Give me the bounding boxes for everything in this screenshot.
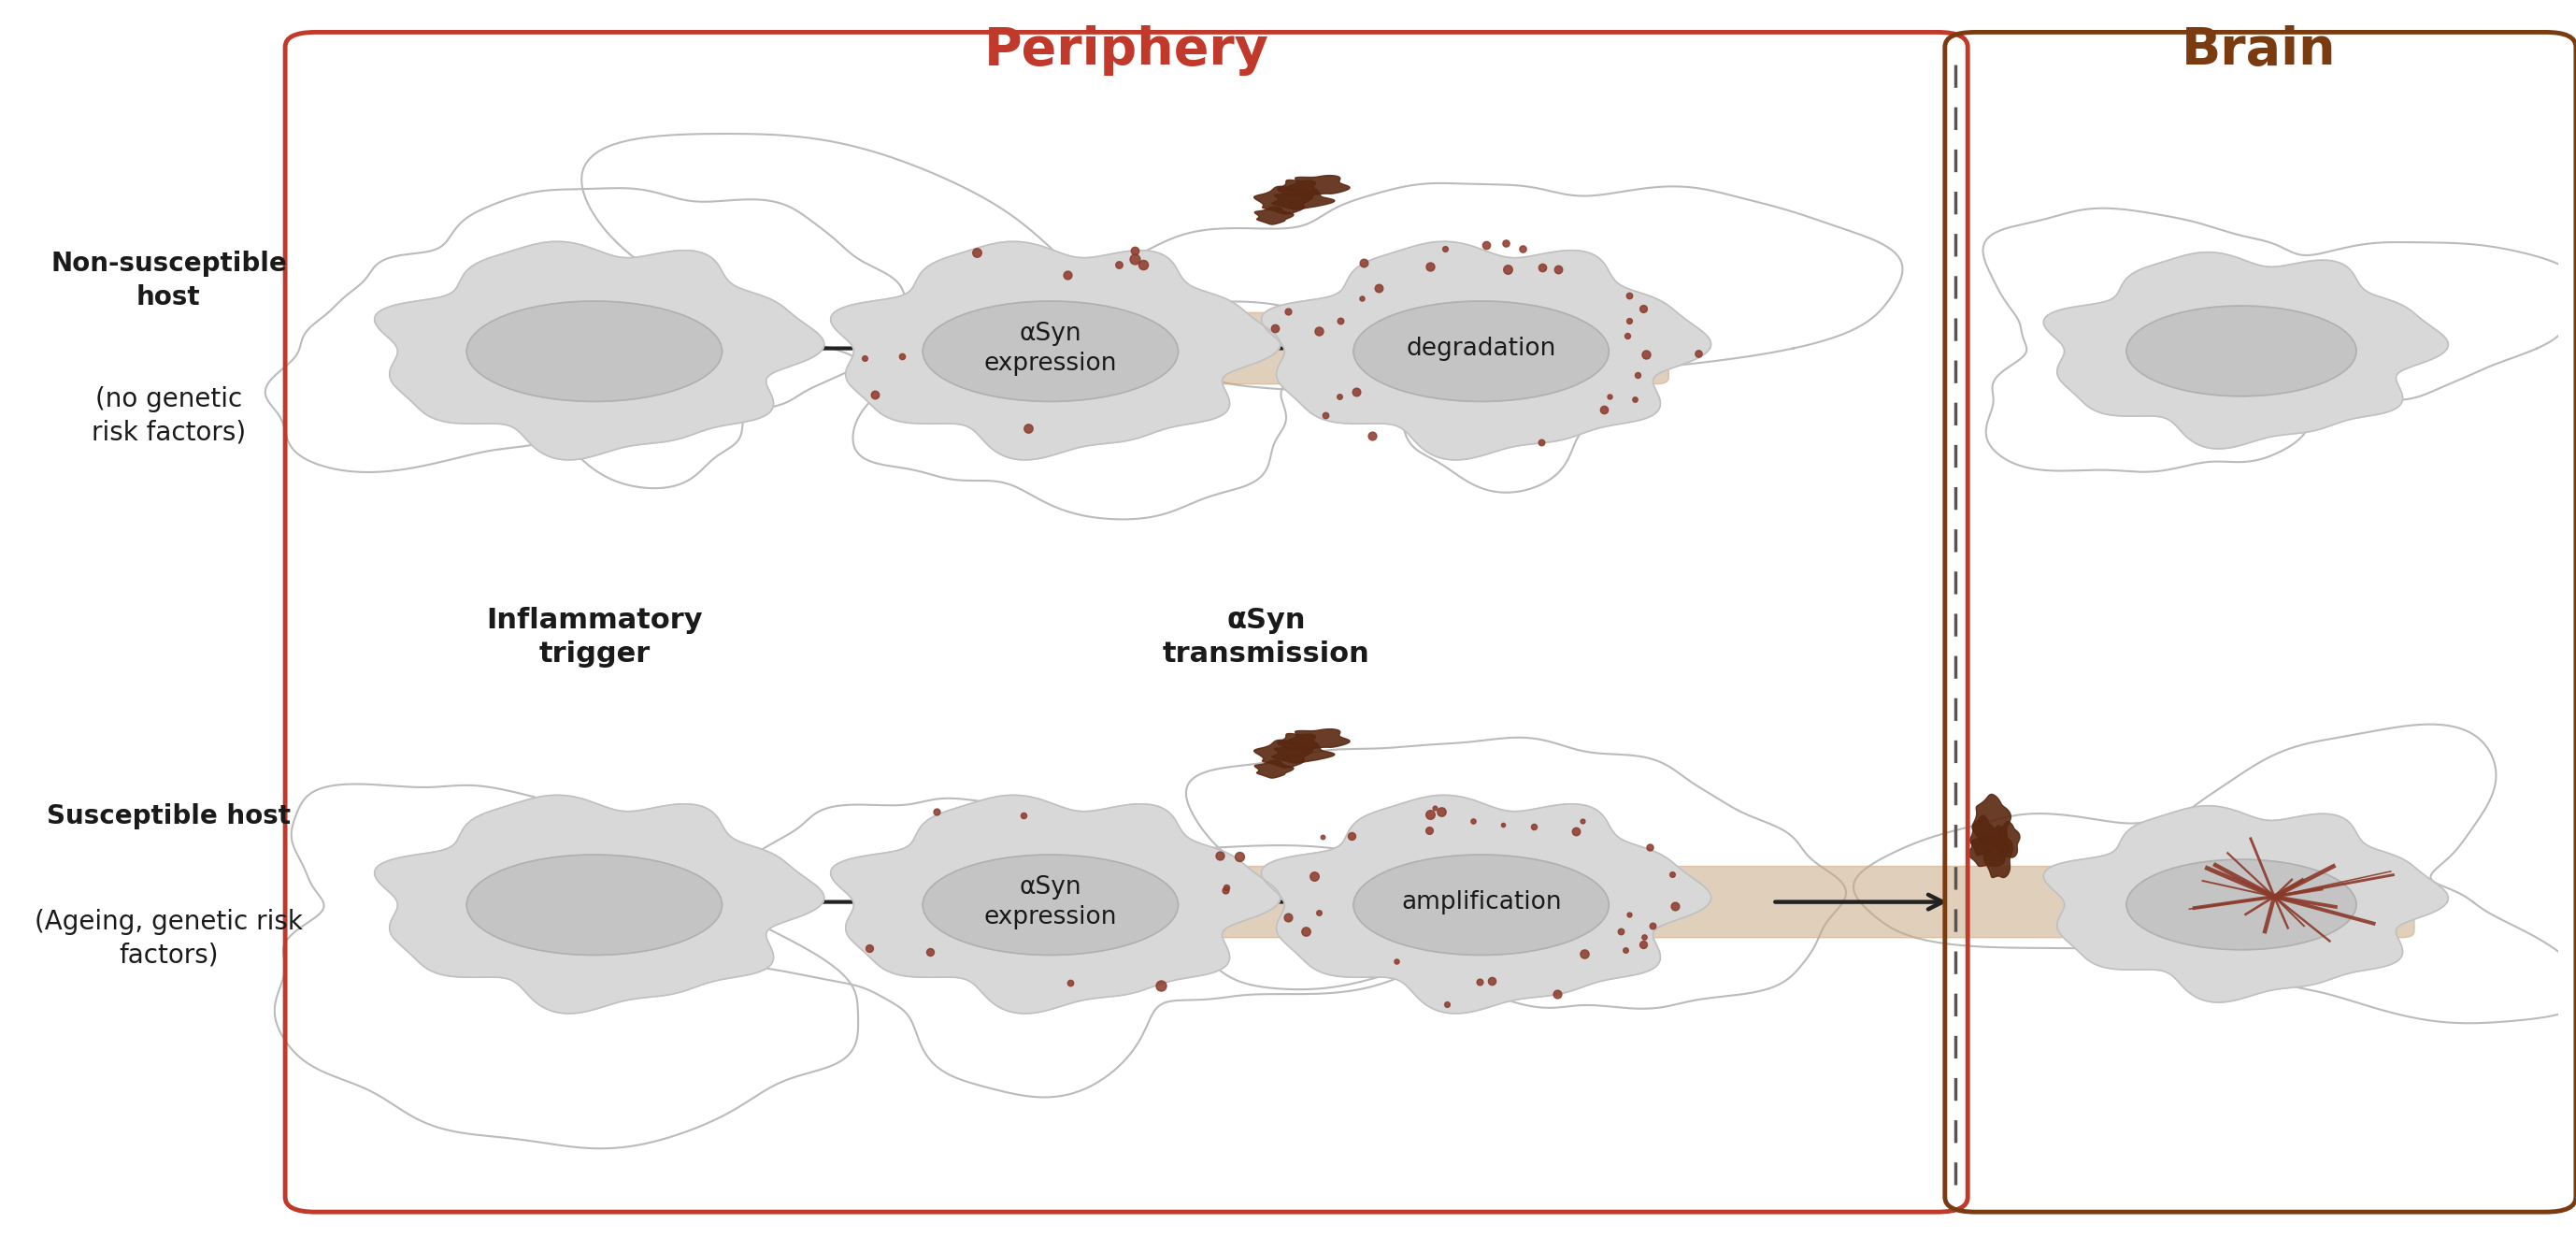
FancyBboxPatch shape xyxy=(1097,313,1669,384)
Polygon shape xyxy=(1278,180,1319,197)
Ellipse shape xyxy=(2125,306,2357,396)
Text: αSyn
expression: αSyn expression xyxy=(984,875,1118,928)
Polygon shape xyxy=(2043,806,2447,1003)
Polygon shape xyxy=(1273,191,1334,209)
Polygon shape xyxy=(1984,826,2012,878)
Polygon shape xyxy=(1273,744,1334,763)
Text: degradation: degradation xyxy=(1406,337,1556,360)
Polygon shape xyxy=(374,241,824,461)
Ellipse shape xyxy=(922,854,1177,954)
Ellipse shape xyxy=(1352,301,1610,401)
Ellipse shape xyxy=(466,301,721,401)
Polygon shape xyxy=(1968,833,2009,867)
Text: (no genetic
risk factors): (no genetic risk factors) xyxy=(90,386,245,446)
Polygon shape xyxy=(1996,822,2020,858)
Polygon shape xyxy=(1984,208,2576,472)
Polygon shape xyxy=(1855,724,2576,1023)
Polygon shape xyxy=(1288,176,1350,196)
Text: αSyn
expression: αSyn expression xyxy=(984,321,1118,375)
Polygon shape xyxy=(374,795,824,1014)
Polygon shape xyxy=(276,784,858,1149)
Ellipse shape xyxy=(2125,859,2357,950)
Polygon shape xyxy=(1278,734,1319,750)
Polygon shape xyxy=(1108,183,1904,493)
Polygon shape xyxy=(1262,241,1710,461)
Ellipse shape xyxy=(1352,854,1610,954)
Text: amplification: amplification xyxy=(1401,890,1561,914)
Polygon shape xyxy=(1185,738,1847,1009)
Polygon shape xyxy=(2043,253,2447,448)
Polygon shape xyxy=(265,188,922,488)
Polygon shape xyxy=(1288,729,1350,749)
Polygon shape xyxy=(1255,740,1314,768)
Polygon shape xyxy=(829,241,1280,461)
Polygon shape xyxy=(1255,760,1293,777)
Ellipse shape xyxy=(922,301,1177,401)
Ellipse shape xyxy=(466,854,721,954)
Text: Susceptible host: Susceptible host xyxy=(46,802,291,829)
FancyBboxPatch shape xyxy=(1097,867,2414,937)
Polygon shape xyxy=(1262,795,1710,1014)
Polygon shape xyxy=(829,795,1280,1014)
Polygon shape xyxy=(1255,187,1314,214)
Polygon shape xyxy=(582,134,1363,519)
Polygon shape xyxy=(1255,207,1293,224)
Text: Brain: Brain xyxy=(2182,26,2336,76)
Text: Non-susceptible
host: Non-susceptible host xyxy=(52,251,286,311)
Polygon shape xyxy=(1971,816,1994,855)
Polygon shape xyxy=(677,799,1499,1097)
Text: (Ageing, genetic risk
factors): (Ageing, genetic risk factors) xyxy=(33,909,301,968)
Text: Inflammatory
trigger: Inflammatory trigger xyxy=(487,607,703,667)
Polygon shape xyxy=(1973,795,2012,847)
Text: Periphery: Periphery xyxy=(984,26,1270,76)
Text: αSyn
transmission: αSyn transmission xyxy=(1162,607,1370,667)
